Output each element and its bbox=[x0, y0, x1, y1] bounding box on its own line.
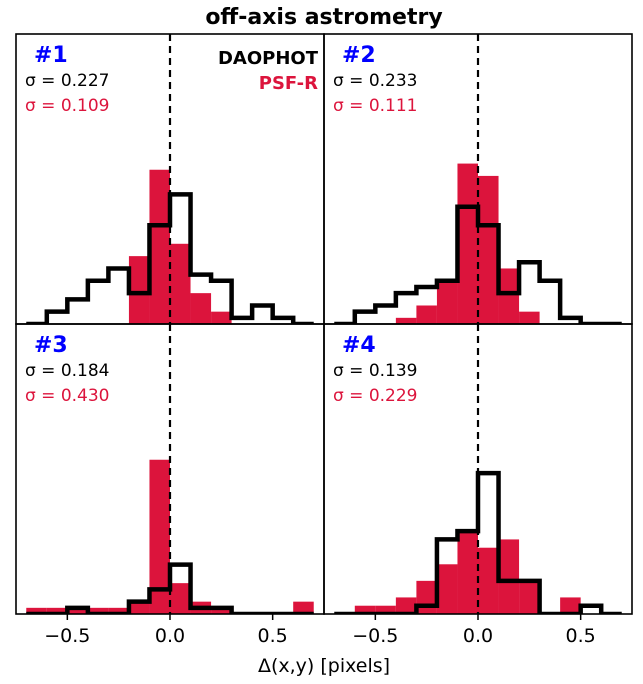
x-axis-label: Δ(x,y) [pixels] bbox=[258, 655, 390, 677]
x-tick-label: −0.5 bbox=[44, 625, 90, 647]
psfr-bar bbox=[46, 607, 68, 614]
psfr-bar bbox=[498, 268, 520, 324]
panel-id-label: #3 bbox=[34, 333, 68, 358]
psfr-bar bbox=[149, 169, 170, 324]
x-axis: −0.5 0.0 0.5 −0.5 0.0 0.5 bbox=[44, 614, 596, 647]
psfr-bar bbox=[519, 580, 540, 614]
legend: DAOPHOT PSF-R bbox=[218, 48, 319, 94]
psfr-bar bbox=[457, 531, 478, 614]
panels: #1 σ = 0.227 σ = 0.109 DAOPHOT PSF-R #2 σ = 0.… bbox=[15, 33, 633, 615]
panel-4: #4 σ = 0.139 σ = 0.229 bbox=[323, 323, 633, 615]
psfr-bar bbox=[26, 607, 47, 614]
psfr-bar bbox=[293, 601, 314, 614]
psfr-bar bbox=[478, 547, 499, 614]
psfr-bar bbox=[67, 607, 88, 614]
psfr-bar bbox=[149, 459, 170, 614]
psfr-bar bbox=[211, 311, 232, 324]
sigma-daophot-label: σ = 0.233 bbox=[333, 71, 418, 91]
sigma-psfr-label: σ = 0.229 bbox=[333, 386, 418, 406]
legend-entry-label: DAOPHOT bbox=[218, 48, 319, 69]
psfr-bar bbox=[375, 605, 396, 614]
sigma-daophot-label: σ = 0.227 bbox=[25, 71, 110, 91]
psfr-bar bbox=[128, 256, 150, 324]
panel-id-label: #1 bbox=[34, 43, 68, 68]
x-tick-label: 0.5 bbox=[566, 625, 596, 647]
sigma-psfr-label: σ = 0.111 bbox=[333, 96, 418, 116]
psfr-bar bbox=[436, 280, 458, 324]
x-tick-label: 0.5 bbox=[258, 625, 288, 647]
psfr-bar bbox=[457, 163, 478, 324]
x-tick-label: 0.0 bbox=[155, 625, 185, 647]
psfr-bar bbox=[170, 583, 191, 614]
sigma-psfr-label: σ = 0.430 bbox=[25, 386, 110, 406]
psfr-bar bbox=[190, 293, 212, 324]
psfr-bar bbox=[395, 597, 417, 614]
sigma-daophot-label: σ = 0.139 bbox=[333, 361, 418, 381]
panel-id-label: #4 bbox=[342, 333, 376, 358]
psfr-bar bbox=[108, 607, 129, 614]
psfr-bar bbox=[354, 605, 376, 614]
panel-id-label: #2 bbox=[342, 43, 376, 68]
x-tick-label: −0.5 bbox=[352, 625, 398, 647]
legend-entry-label: PSF-R bbox=[259, 73, 318, 94]
psfr-bar bbox=[211, 607, 232, 614]
panel-2: #2 σ = 0.233 σ = 0.111 bbox=[323, 33, 633, 325]
chart-title: off-axis astrometry bbox=[205, 5, 442, 30]
panel-1: #1 σ = 0.227 σ = 0.109 DAOPHOT PSF-R bbox=[15, 33, 325, 325]
psfr-bar bbox=[128, 601, 150, 614]
psfr-bar bbox=[170, 243, 191, 324]
psfr-bar bbox=[436, 564, 458, 614]
psfr-bar bbox=[519, 311, 540, 324]
daophot-step-line bbox=[26, 562, 314, 614]
daophot-step-line bbox=[26, 192, 314, 324]
psfr-bar bbox=[87, 607, 109, 614]
psfr-bar bbox=[416, 580, 437, 614]
psfr-bar bbox=[416, 305, 437, 324]
panel-3: #3 σ = 0.184 σ = 0.430 bbox=[15, 323, 325, 615]
psfr-bar bbox=[560, 597, 581, 614]
psfr-bar bbox=[478, 175, 499, 324]
psfr-bar bbox=[498, 539, 520, 614]
sigma-psfr-label: σ = 0.109 bbox=[25, 96, 110, 116]
sigma-daophot-label: σ = 0.184 bbox=[25, 361, 110, 381]
x-tick-label: 0.0 bbox=[463, 625, 493, 647]
psfr-bar bbox=[395, 317, 417, 324]
